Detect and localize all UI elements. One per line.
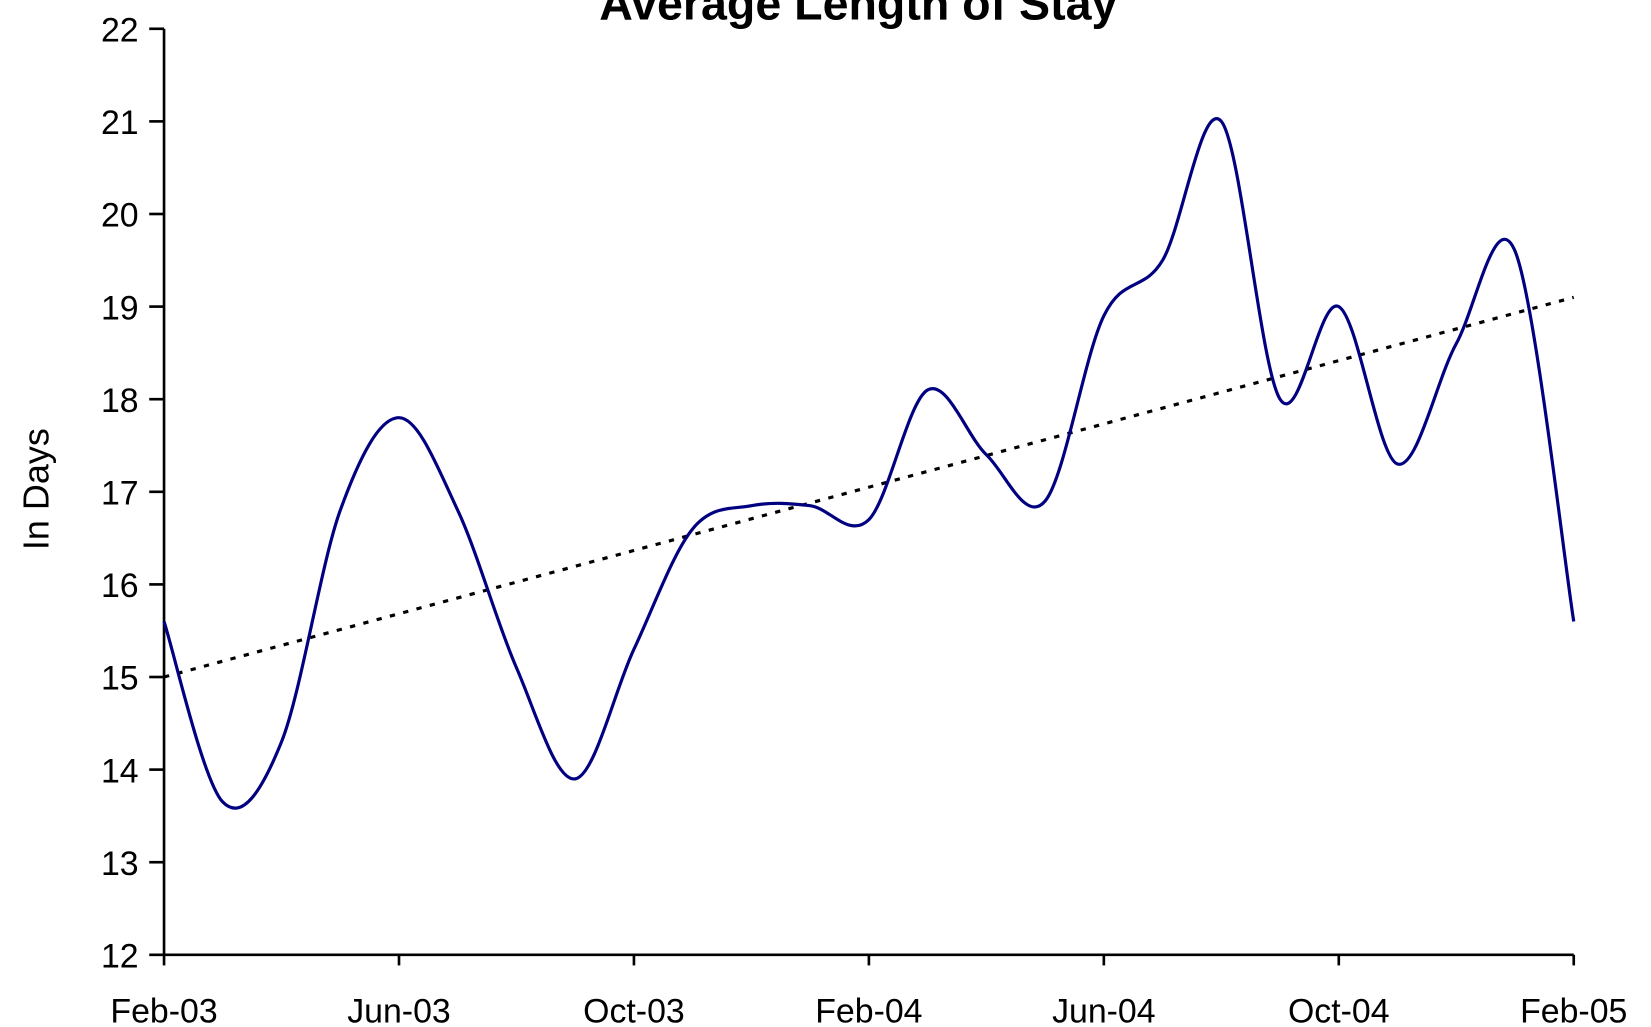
y-tick-label: 13 [101, 845, 139, 883]
y-tick-label: 21 [101, 104, 139, 142]
y-tick-label: 12 [101, 938, 139, 976]
x-tick-label: Oct-03 [583, 993, 685, 1027]
y-tick-label: 17 [101, 475, 139, 513]
trend-line [163, 295, 1575, 679]
x-tick-label: Oct-04 [1288, 993, 1390, 1027]
x-tick-label: Jun-03 [347, 993, 451, 1027]
y-tick-label: 18 [101, 382, 139, 420]
y-tick-label: 19 [101, 289, 139, 327]
y-tick-label: 20 [101, 197, 139, 235]
y-tick-label: 22 [101, 11, 139, 49]
y-tick-label: 14 [101, 752, 139, 790]
x-tick-label: Feb-03 [110, 993, 217, 1027]
x-tick-label: Jun-04 [1052, 993, 1156, 1027]
chart-title: Average Length of Stay [599, 0, 1117, 29]
y-axis-label: In Days [16, 428, 57, 550]
x-tick-label: Feb-05 [1520, 993, 1627, 1027]
y-tick-label: 15 [101, 660, 139, 698]
x-tick-label: Feb-04 [815, 993, 922, 1027]
y-tick-label: 16 [101, 567, 139, 605]
data-line [162, 117, 1576, 810]
